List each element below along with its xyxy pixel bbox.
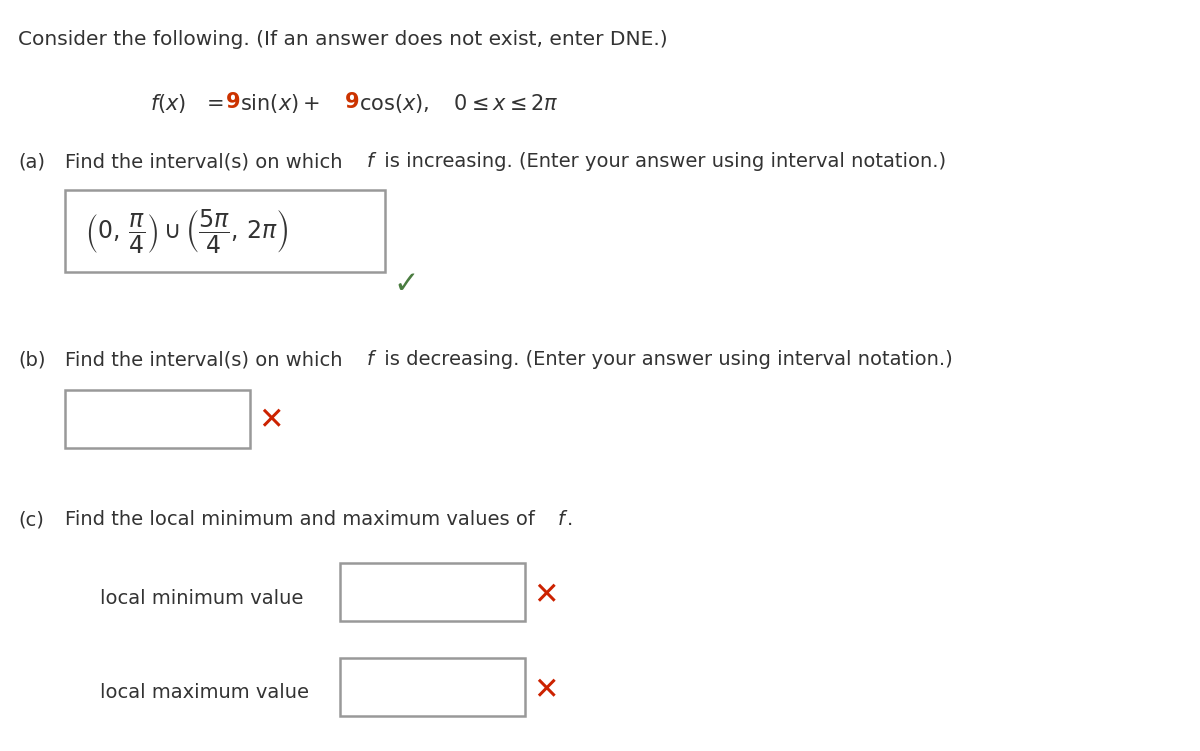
Text: .: . <box>568 510 574 529</box>
Bar <box>65 190 385 272</box>
Text: is decreasing. (Enter your answer using interval notation.): is decreasing. (Enter your answer using … <box>378 350 953 369</box>
Bar <box>65 390 250 448</box>
Bar <box>340 658 526 716</box>
Text: Find the interval(s) on which: Find the interval(s) on which <box>65 350 349 369</box>
Text: local minimum value: local minimum value <box>100 589 304 608</box>
Text: $\mathbf{9}$: $\mathbf{9}$ <box>344 92 359 112</box>
Text: local maximum value: local maximum value <box>100 683 310 702</box>
Text: (a): (a) <box>18 152 46 171</box>
Text: $\mathrm{sin}(x) +$: $\mathrm{sin}(x) +$ <box>240 92 320 115</box>
Text: ✓: ✓ <box>394 270 419 298</box>
Text: f: f <box>367 350 374 369</box>
Text: ✕: ✕ <box>533 677 558 705</box>
Bar <box>340 563 526 621</box>
Text: (b): (b) <box>18 350 46 369</box>
Text: $= $: $= $ <box>202 92 223 112</box>
Text: is increasing. (Enter your answer using interval notation.): is increasing. (Enter your answer using … <box>378 152 946 171</box>
Text: (c): (c) <box>18 510 44 529</box>
Text: Find the interval(s) on which: Find the interval(s) on which <box>65 152 349 171</box>
Text: f: f <box>558 510 565 529</box>
Text: $\mathrm{cos}(x), \quad 0 \leq x \leq 2\pi$: $\mathrm{cos}(x), \quad 0 \leq x \leq 2\… <box>359 92 559 115</box>
Text: $\left(0,\,\dfrac{\pi}{4}\right)\cup\left(\dfrac{5\pi}{4},\,2\pi\right)$: $\left(0,\,\dfrac{\pi}{4}\right)\cup\lef… <box>85 207 289 255</box>
Text: Consider the following. (If an answer does not exist, enter DNE.): Consider the following. (If an answer do… <box>18 30 667 49</box>
Text: ✕: ✕ <box>533 581 558 611</box>
Text: $\mathbf{9}$: $\mathbf{9}$ <box>226 92 240 112</box>
Text: $f(x)$: $f(x)$ <box>150 92 186 115</box>
Text: Find the local minimum and maximum values of: Find the local minimum and maximum value… <box>65 510 541 529</box>
Text: ✕: ✕ <box>258 406 283 436</box>
Text: f: f <box>367 152 374 171</box>
